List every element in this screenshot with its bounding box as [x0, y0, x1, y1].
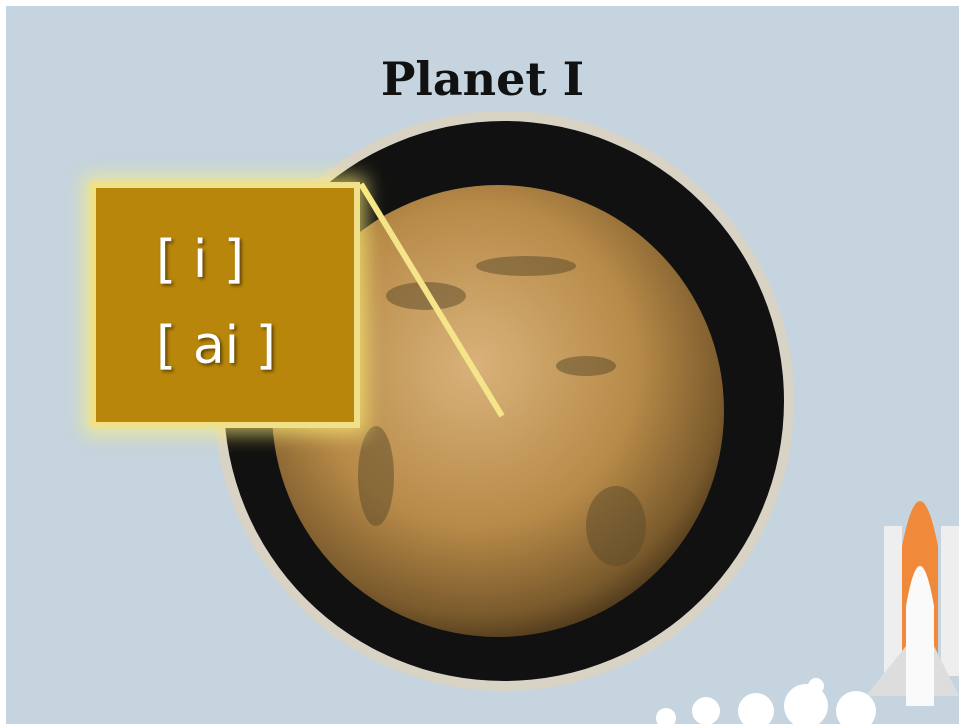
illustration	[214, 111, 959, 724]
label-line: [ i ]	[156, 230, 245, 290]
label-box: [ i ] [ ai ]	[90, 182, 360, 428]
label-line: [ ai ]	[156, 316, 276, 376]
title: Planet I	[380, 52, 585, 106]
pointer-line	[358, 182, 505, 418]
slide: Planet I [ i ] [ ai ]	[6, 6, 959, 724]
rocket	[866, 501, 959, 706]
smoke	[656, 678, 876, 724]
